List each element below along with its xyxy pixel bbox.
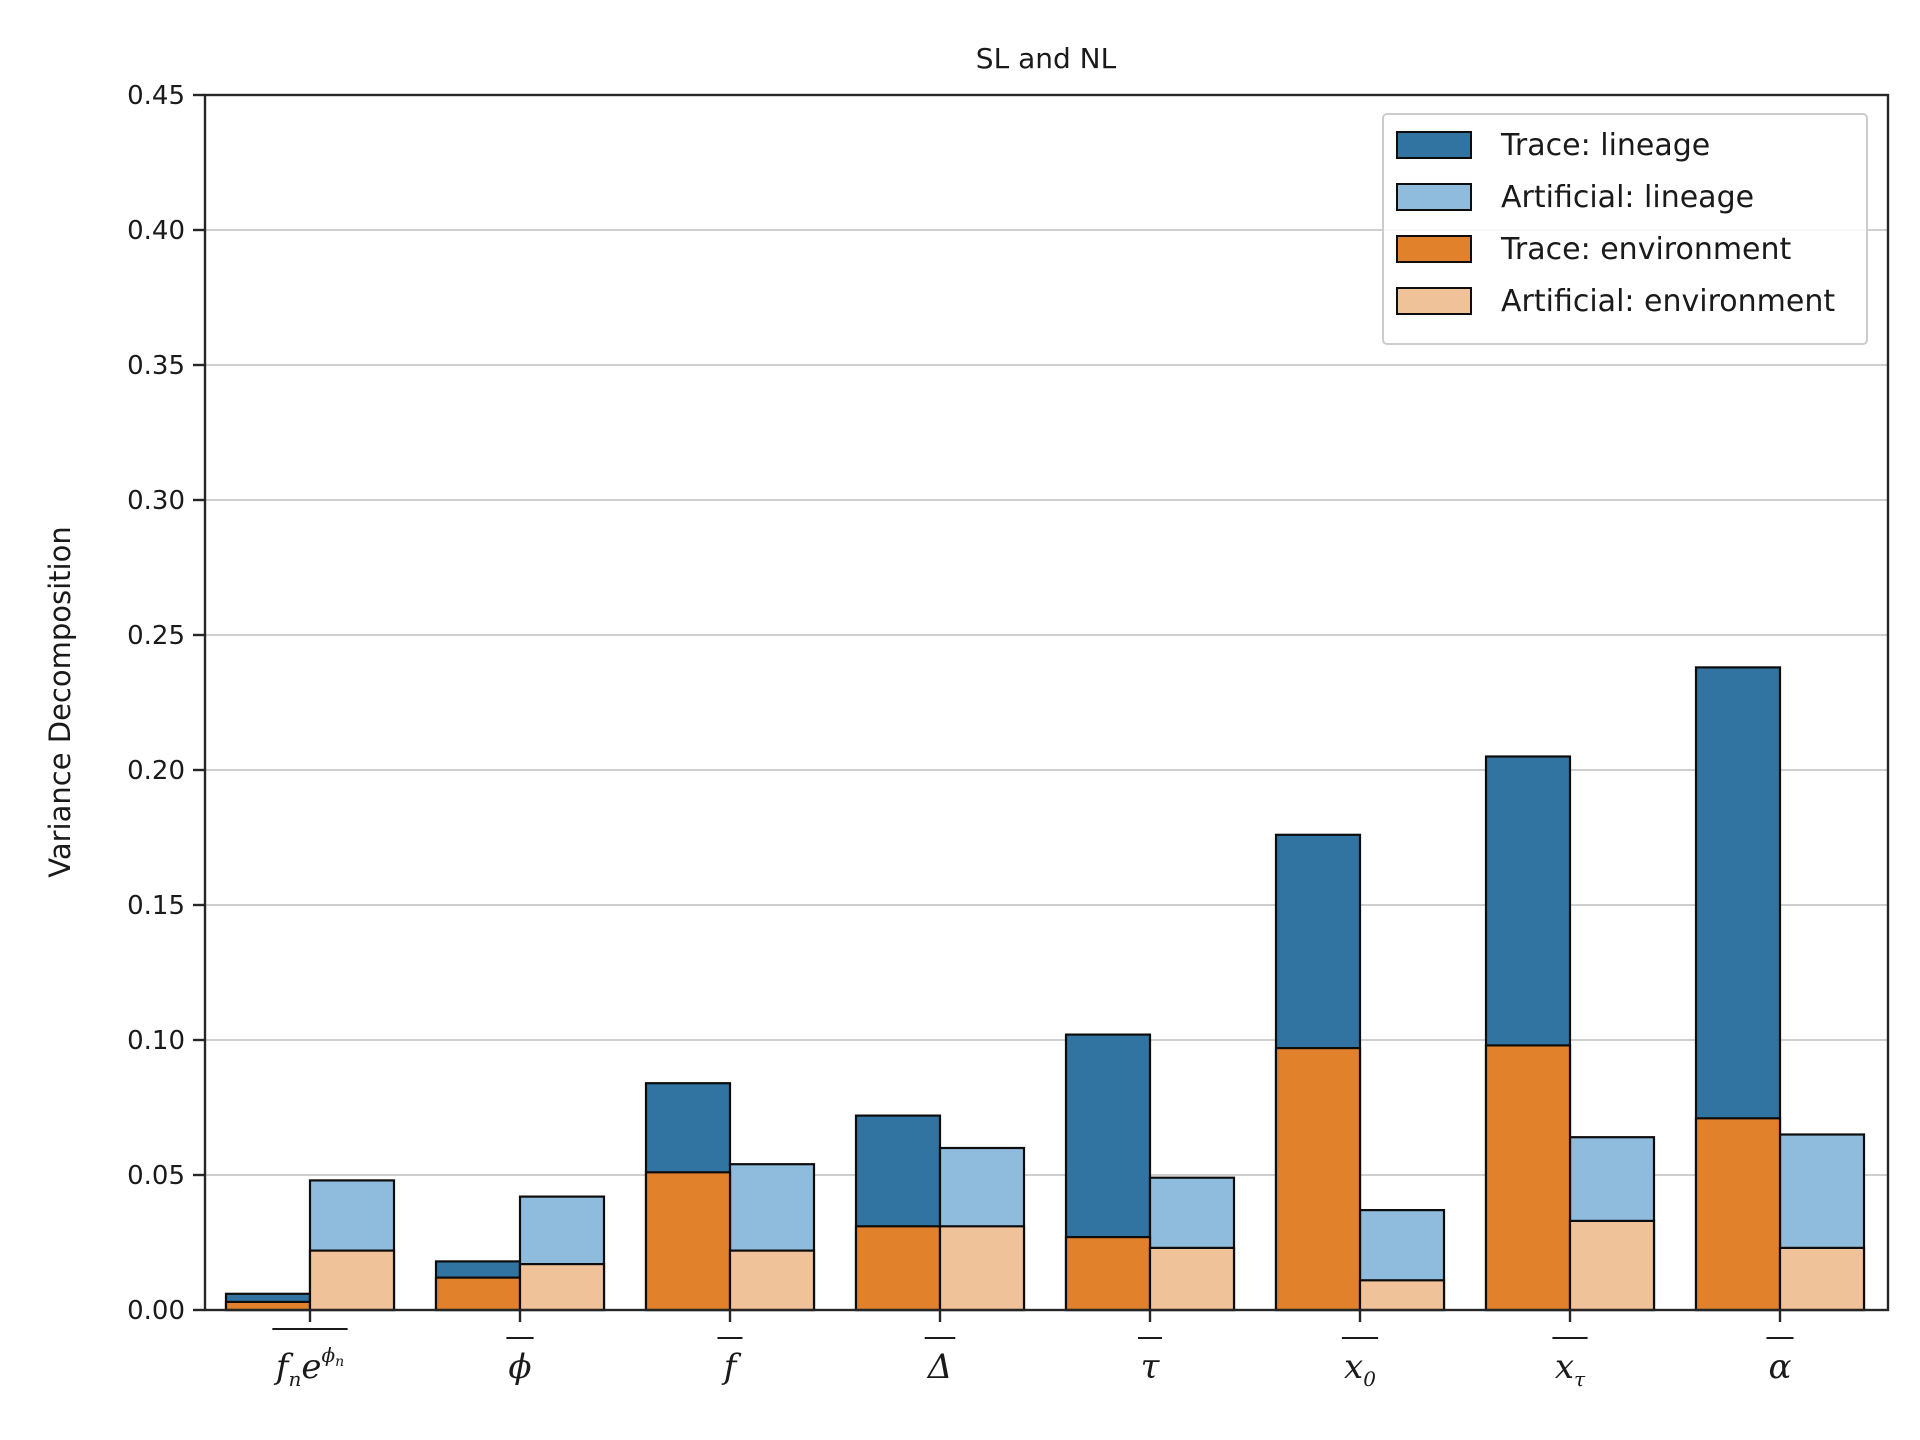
y-axis: 0.00 0.05 0.10 0.15 0.20 0.25 0.30 0.35 0.40 0.45 [127, 81, 205, 1326]
y-tick-label-2: 0.10 [127, 1026, 185, 1056]
legend: Trace: lineage Artificial: lineage Trace: … [1382, 113, 1868, 345]
bar-artificial-environment-5 [1358, 1279, 1446, 1312]
legend-swatch-0 [1396, 131, 1472, 159]
y-tick-label-1: 0.05 [127, 1161, 185, 1191]
x-tick-label-0: fneϕn [273, 1343, 344, 1391]
x-tick-label-5: x0 [1344, 1347, 1376, 1391]
x-tick-label-1: ϕ [508, 1347, 531, 1387]
y-tick-label-8: 0.40 [127, 216, 185, 246]
x-tick-label-4: τ [1141, 1347, 1161, 1387]
y-tick-label-4: 0.20 [127, 756, 185, 786]
gridlines [205, 229, 1888, 1176]
bar-trace-environment-4 [1064, 1235, 1152, 1312]
legend-label-2: Trace: environment [1500, 232, 1792, 267]
x-tick-label-3: Δ [926, 1347, 953, 1387]
bar-artificial-environment-0 [308, 1249, 396, 1312]
legend-frame [1382, 113, 1868, 345]
legend-label-0: Trace: lineage [1500, 128, 1710, 163]
y-tick-label-7: 0.35 [127, 351, 185, 381]
bar-artificial-environment-3 [938, 1225, 1026, 1312]
y-tick-label-3: 0.15 [127, 891, 185, 921]
y-tick-label-0: 0.00 [127, 1296, 185, 1326]
y-tick-label-6: 0.30 [127, 486, 185, 516]
bar-trace-environment-6 [1484, 1044, 1572, 1312]
y-tick-label-5: 0.25 [127, 621, 185, 651]
chart-title: SL and NL [976, 42, 1117, 75]
bar-trace-environment-7 [1694, 1117, 1782, 1312]
x-tick-label-7: α [1769, 1347, 1792, 1387]
legend-swatch-3 [1396, 287, 1472, 315]
bar-artificial-environment-2 [728, 1249, 816, 1312]
plot-frame [203, 93, 1890, 1312]
bar-artificial-environment-1 [518, 1262, 606, 1312]
bar-trace-environment-3 [854, 1225, 942, 1312]
bar-trace-environment-2 [644, 1171, 732, 1312]
legend-label-3: Artificial: environment [1501, 284, 1835, 319]
bar-trace-environment-1 [434, 1276, 522, 1312]
legend-swatch-1 [1396, 183, 1472, 211]
bar-artificial-environment-6 [1568, 1219, 1656, 1312]
bar-artificial-environment-4 [1148, 1246, 1236, 1312]
x-tick-label-6: xτ [1555, 1347, 1586, 1391]
legend-swatch-2 [1396, 235, 1472, 263]
bar-trace-environment-0 [224, 1300, 312, 1312]
bars [224, 666, 1866, 1312]
y-tick-label-9: 0.45 [127, 81, 185, 111]
y-axis-label: Variance Decomposition [43, 526, 77, 877]
bar-trace-environment-5 [1274, 1046, 1362, 1312]
legend-label-1: Artificial: lineage [1501, 180, 1754, 215]
bar-artificial-environment-7 [1778, 1246, 1866, 1312]
